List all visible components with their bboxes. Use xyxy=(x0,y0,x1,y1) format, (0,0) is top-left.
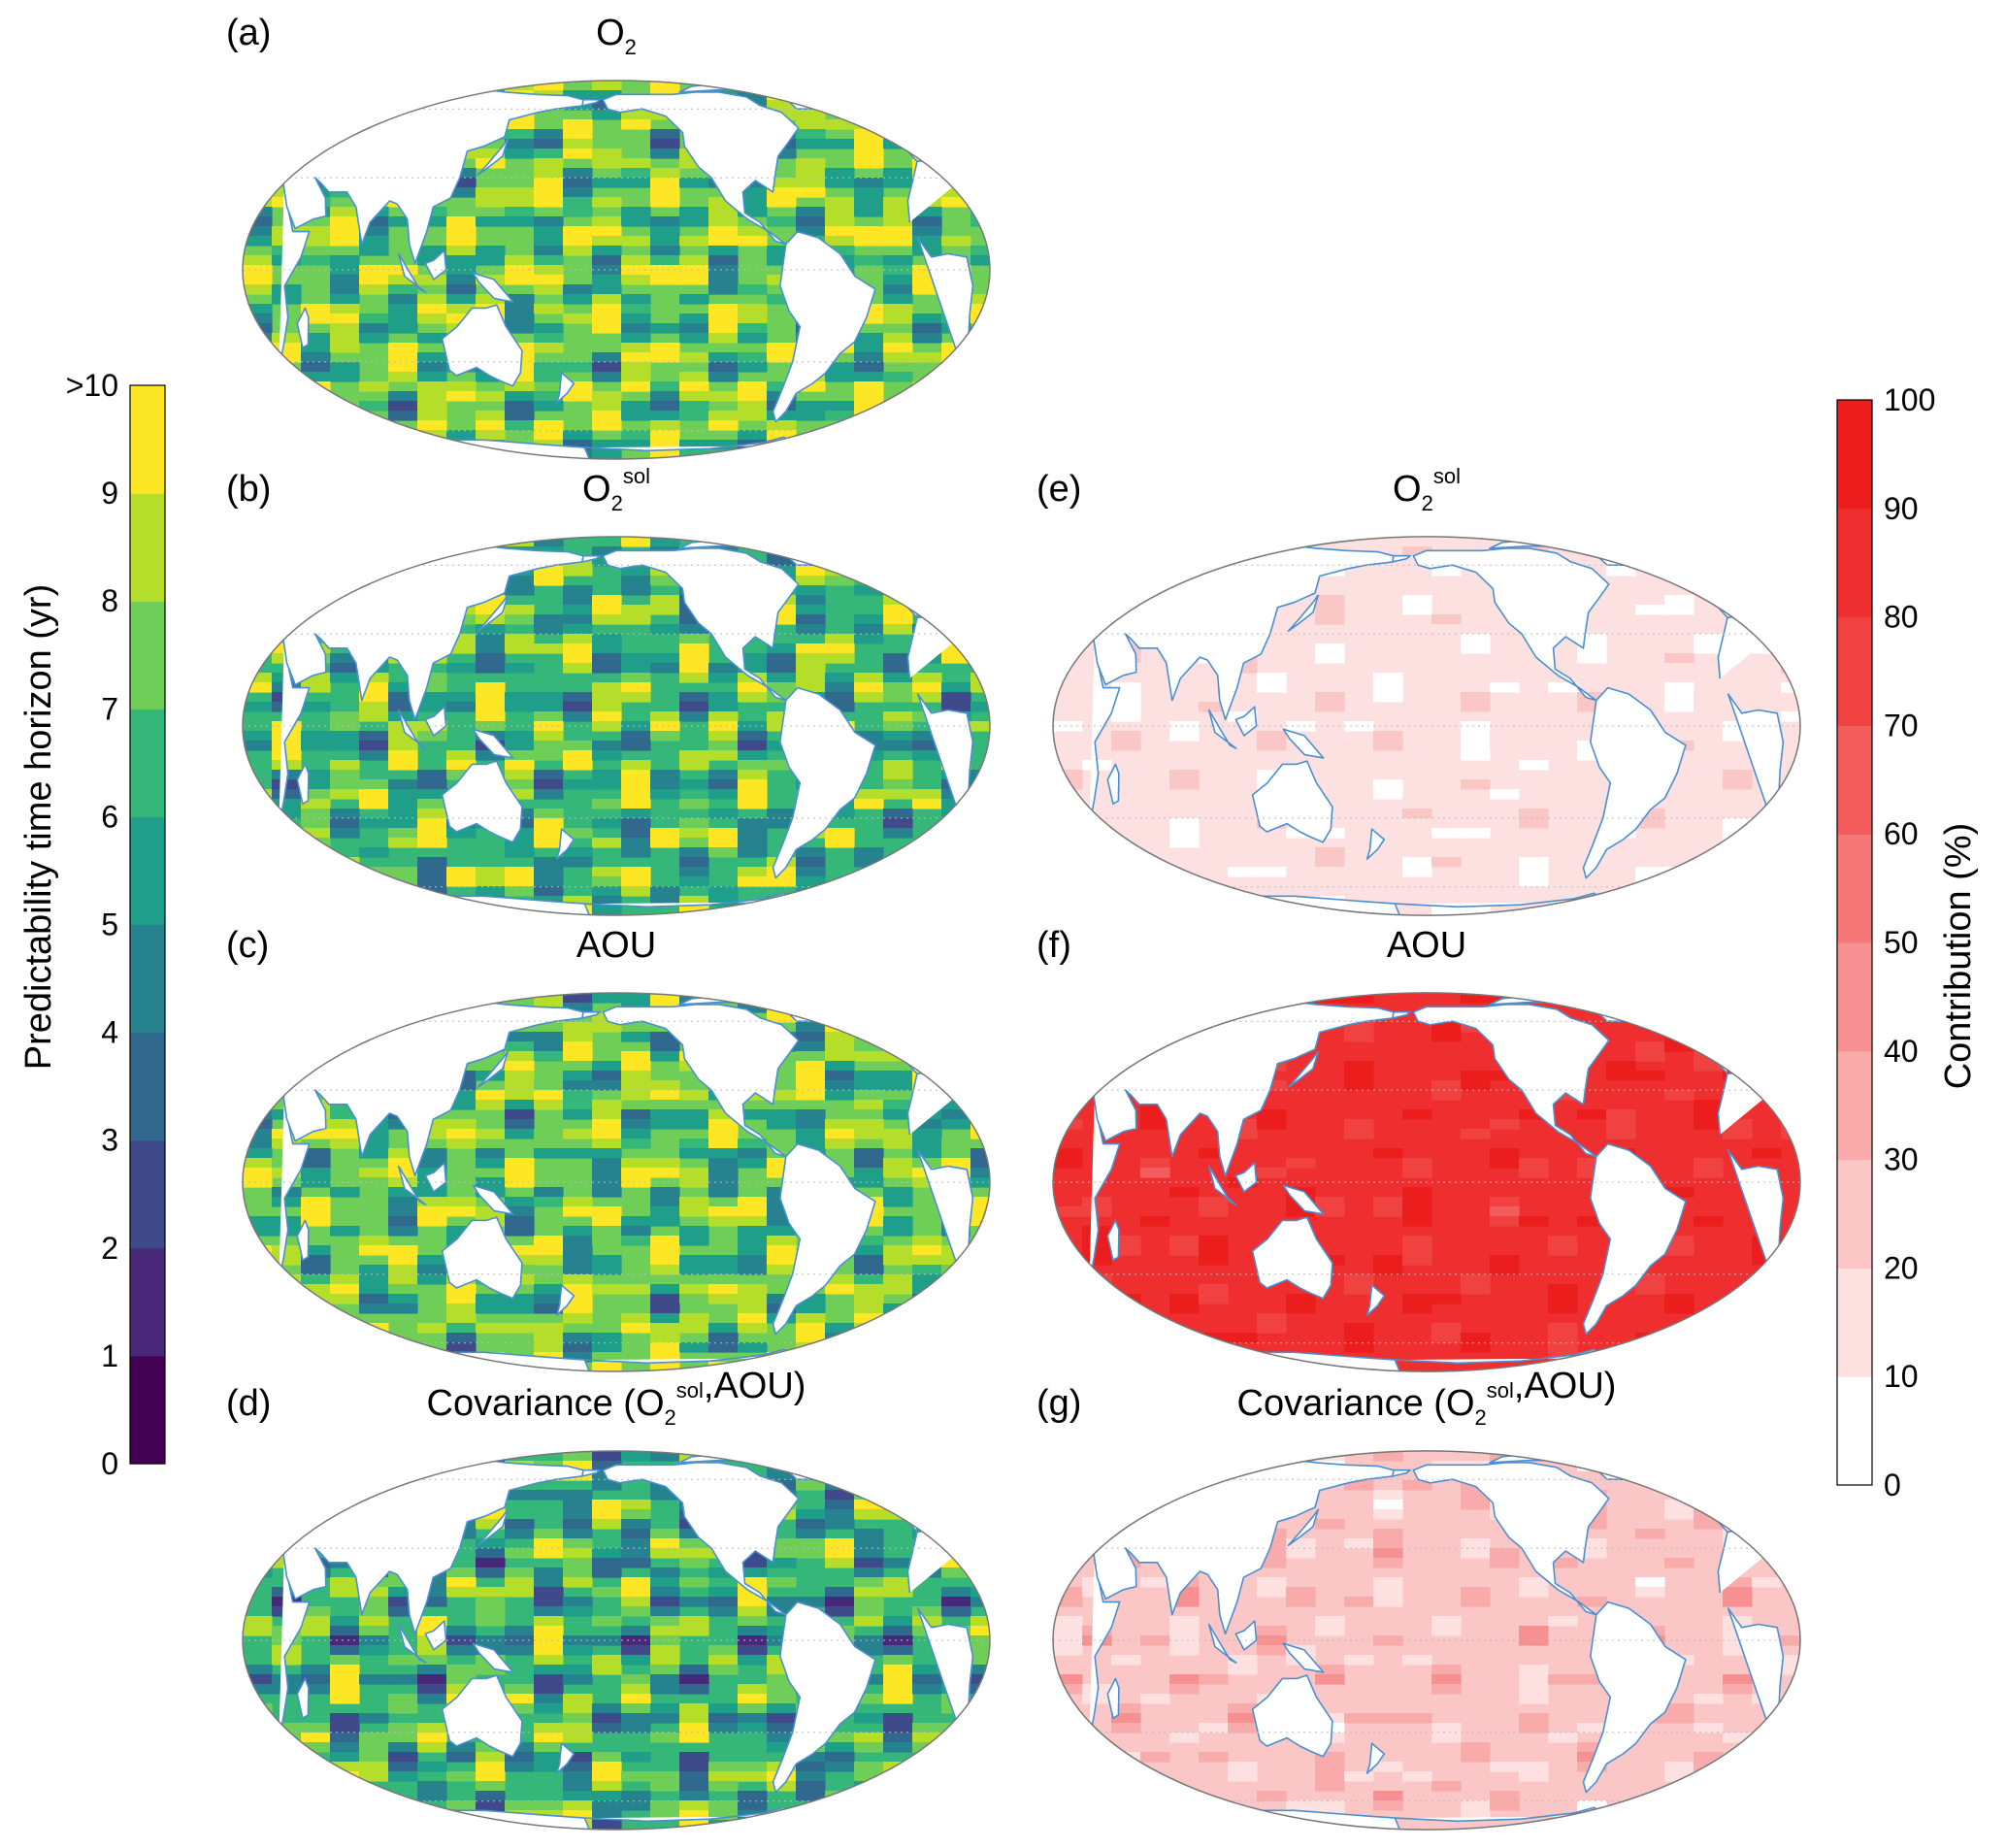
cbl-tick-label: >10 xyxy=(66,368,118,403)
cbr-swatch xyxy=(1837,942,1872,1052)
panel-letter-g: (g) xyxy=(1036,1383,1081,1424)
map-field-f xyxy=(1053,993,1801,1372)
graticule-f xyxy=(1053,1020,1800,1344)
map-field-c xyxy=(243,993,990,1371)
cbl-swatch xyxy=(130,816,165,926)
map-frame-f xyxy=(1052,992,1801,1372)
cbl-tick-label: 7 xyxy=(101,691,118,726)
panel-letter-b: (b) xyxy=(226,469,271,510)
cbl-swatch xyxy=(130,601,165,710)
map-panel-g: (g) Covariance (O2sol,AOU) xyxy=(1036,1366,1801,1831)
cbr-tick-label: 0 xyxy=(1884,1468,1901,1502)
map-frame-c xyxy=(242,992,991,1372)
map-frame-b xyxy=(242,536,991,916)
cbl-swatch xyxy=(130,1139,165,1249)
cbl-tick-label: 9 xyxy=(101,476,118,511)
panel-letter-d: (d) xyxy=(226,1383,271,1424)
cbl-swatch xyxy=(130,1032,165,1141)
map-field-d xyxy=(243,1451,990,1830)
cbr-swatch xyxy=(1837,1050,1872,1161)
panel-title-c: AOU xyxy=(576,925,656,966)
map-panel-b: (b) O2sol xyxy=(226,464,991,916)
cbl-swatch xyxy=(130,1355,165,1465)
map-field-e xyxy=(1053,537,1801,916)
cbl-swatch xyxy=(130,924,165,1034)
cbl-tick-label: 2 xyxy=(101,1231,118,1266)
cbl-swatch xyxy=(130,493,165,602)
map-panel-c: (c) AOU xyxy=(226,925,991,1372)
panel-letter-e: (e) xyxy=(1036,469,1081,510)
cbr-swatch xyxy=(1837,725,1872,835)
colorbar-predictability: 0 1 2 3 4 5 6 7 8 9 >10 xyxy=(66,368,166,1481)
cbl-tick-label: 6 xyxy=(101,799,118,834)
cbr-frame xyxy=(1836,399,1873,1486)
cbl-tick-label: 3 xyxy=(101,1123,118,1158)
map-panel-d: (d) Covariance (O2sol,AOU) xyxy=(226,1366,991,1831)
graticule-c xyxy=(243,1020,990,1344)
map-field-a xyxy=(243,81,990,459)
cbr-tick-label: 70 xyxy=(1884,708,1919,742)
cbl-frame xyxy=(129,384,166,1465)
graticule-b xyxy=(243,564,990,888)
cbl-swatch xyxy=(130,1247,165,1357)
panel-letter-a: (a) xyxy=(226,13,271,53)
map-panel-f: (f) AOU xyxy=(1036,925,1801,1372)
cbr-tick-label: 20 xyxy=(1884,1250,1919,1285)
map-field-g xyxy=(1053,1451,1801,1831)
cbr-tick-label: 100 xyxy=(1884,382,1935,417)
panel-letter-c: (c) xyxy=(226,925,269,966)
cbr-swatch xyxy=(1837,1159,1872,1269)
panel-title-b: O2sol xyxy=(582,464,650,515)
cbl-tick-label: 8 xyxy=(101,583,118,618)
panel-title-g: Covariance (O2sol,AOU) xyxy=(1237,1366,1617,1430)
cbr-tick-label: 10 xyxy=(1884,1359,1919,1394)
cbr-swatch xyxy=(1837,1376,1872,1486)
map-panels: (a) O2 (b) O2sol (c) AOU (d) Covariance (O2sol,… xyxy=(226,13,1801,1831)
graticule-e xyxy=(1053,564,1800,888)
cbr-tick-label: 40 xyxy=(1884,1034,1919,1069)
cbl-tick-label: 1 xyxy=(101,1338,118,1373)
colorbar-contribution: 0 10 20 30 40 50 60 70 80 90 100 xyxy=(1836,382,1935,1502)
cbl-tick-label: 4 xyxy=(101,1015,118,1050)
cbr-tick-label: 50 xyxy=(1884,925,1919,960)
colorbar-contribution-label: Contribution (%) xyxy=(1938,823,1979,1090)
cbl-tick-label: 5 xyxy=(101,908,118,942)
cbr-swatch xyxy=(1837,1268,1872,1377)
map-field-b xyxy=(243,537,990,915)
panel-title-f: AOU xyxy=(1387,925,1466,966)
panel-title-e: O2sol xyxy=(1393,464,1461,515)
cbr-tick-label: 30 xyxy=(1884,1142,1919,1177)
panel-letter-f: (f) xyxy=(1036,925,1071,966)
cbl-swatch xyxy=(130,709,165,817)
cbr-swatch xyxy=(1837,834,1872,943)
colorbar-predictability-label: Predictability time horizon (yr) xyxy=(18,584,59,1070)
graticule-g xyxy=(1053,1478,1800,1802)
cbr-tick-label: 80 xyxy=(1884,600,1919,635)
cbr-tick-label: 90 xyxy=(1884,491,1919,526)
map-panel-e: (e) O2sol xyxy=(1036,464,1801,916)
map-frame-a xyxy=(242,80,991,460)
panel-title-d: Covariance (O2sol,AOU) xyxy=(427,1366,806,1430)
map-frame-g xyxy=(1052,1450,1801,1831)
graticule-d xyxy=(243,1478,990,1802)
map-frame-e xyxy=(1052,536,1801,916)
cbr-swatch xyxy=(1837,616,1872,726)
land-d xyxy=(278,1452,974,1830)
cbl-tick-label: 0 xyxy=(101,1446,118,1481)
cbl-swatch xyxy=(130,385,165,494)
graticule-a xyxy=(243,108,990,432)
cbr-swatch xyxy=(1837,508,1872,618)
cbr-swatch xyxy=(1837,400,1872,510)
panel-title-a: O2 xyxy=(596,13,637,59)
map-panel-a: (a) O2 xyxy=(226,13,991,460)
cbr-tick-label: 60 xyxy=(1884,816,1919,851)
map-frame-d xyxy=(242,1450,991,1831)
